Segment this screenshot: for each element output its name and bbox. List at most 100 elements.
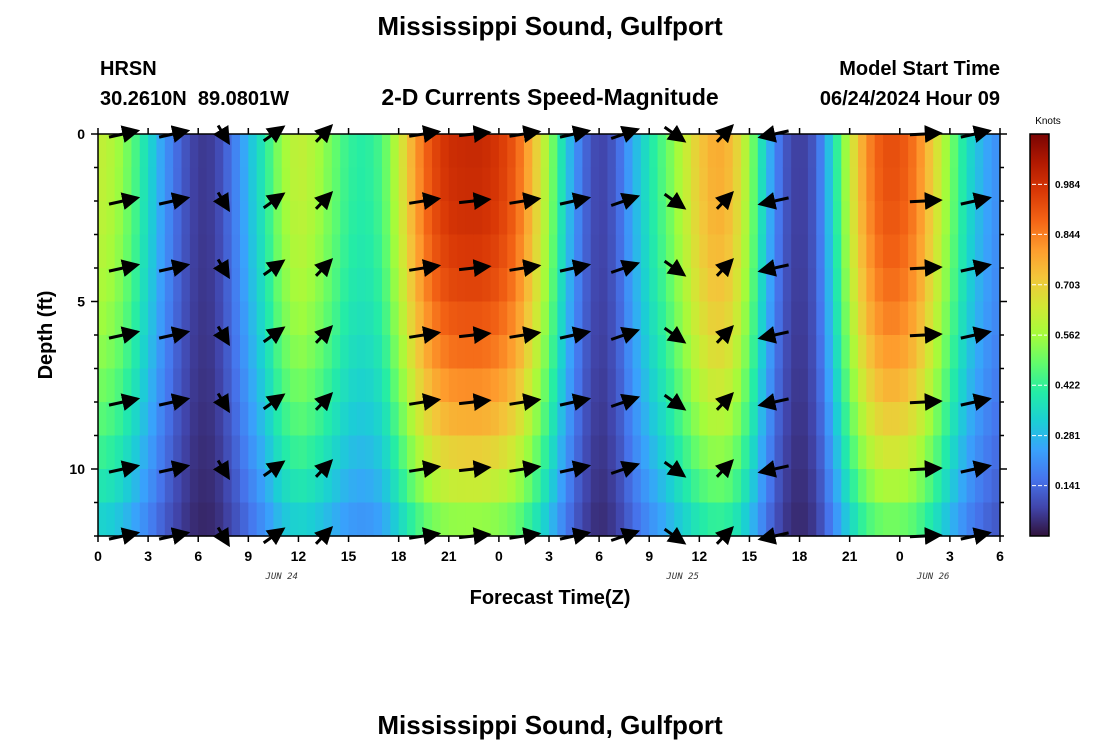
- heatmap-cell: [574, 234, 584, 269]
- heatmap-cell: [782, 469, 792, 504]
- heatmap-cell: [323, 234, 333, 269]
- heatmap-cell: [791, 167, 801, 202]
- current-arrow: [610, 393, 641, 411]
- heatmap-cell: [557, 134, 567, 169]
- heatmap-cell: [741, 435, 751, 470]
- heatmap-cell: [98, 435, 107, 470]
- heatmap-cell: [732, 368, 742, 403]
- heatmap-cell: [665, 234, 675, 269]
- heatmap-cell: [624, 502, 634, 537]
- heatmap-cell: [774, 335, 784, 370]
- heatmap-cell: [574, 435, 584, 470]
- heatmap-cell: [632, 335, 642, 370]
- heatmap-cell: [682, 201, 692, 236]
- heatmap-cell: [381, 167, 391, 202]
- x-tick-label: 0: [896, 548, 904, 564]
- heatmap-cell: [816, 234, 826, 269]
- heatmap-cell: [206, 301, 216, 336]
- heatmap-cell: [164, 201, 174, 236]
- heatmap-cell: [490, 502, 500, 537]
- current-arrow: [960, 393, 992, 411]
- heatmap-cell: [832, 234, 842, 269]
- heatmap-cell: [331, 234, 341, 269]
- heatmap-cell: [624, 167, 634, 202]
- heatmap-cell: [958, 368, 968, 403]
- heatmap-cell: [891, 234, 901, 269]
- heatmap-cell: [883, 201, 893, 236]
- heatmap-cell: [615, 134, 625, 169]
- heatmap-cell: [231, 435, 241, 470]
- heatmap-cell: [323, 268, 333, 303]
- heatmap-cell: [231, 268, 241, 303]
- heatmap-cell: [557, 201, 567, 236]
- heatmap-cell: [849, 134, 859, 169]
- heatmap-cell: [540, 268, 550, 303]
- heatmap-cell: [373, 502, 383, 537]
- heatmap-cell: [114, 268, 124, 303]
- heatmap-cell: [290, 201, 300, 236]
- heatmap-cell: [507, 469, 517, 504]
- heatmap-cell: [448, 469, 458, 504]
- heatmap-cell: [265, 268, 274, 303]
- heatmap-cell: [716, 134, 725, 169]
- heatmap-cell: [966, 368, 976, 403]
- heatmap-cell: [398, 167, 408, 202]
- heatmap-cell: [682, 134, 692, 169]
- heatmap-cell: [432, 268, 442, 303]
- heatmap-cell: [949, 167, 959, 202]
- heatmap-cell: [239, 167, 249, 202]
- heatmap-cell: [565, 469, 575, 504]
- heatmap-cell: [156, 234, 166, 269]
- x-tick-label: 0: [94, 548, 102, 564]
- heatmap-cell: [423, 335, 433, 370]
- heatmap-cell: [557, 469, 567, 504]
- heatmap-cell: [766, 167, 776, 202]
- heatmap-cell: [649, 402, 659, 437]
- heatmap-cell: [181, 134, 191, 169]
- heatmap-cell: [649, 368, 659, 403]
- heatmap-cell: [599, 167, 609, 202]
- heatmap-cell: [231, 335, 241, 370]
- current-arrow: [408, 192, 442, 210]
- heatmap-cell: [690, 402, 700, 437]
- heatmap-cell: [323, 435, 333, 470]
- heatmap-cell: [440, 167, 450, 202]
- heatmap-cell: [265, 167, 274, 202]
- heatmap-cell: [807, 502, 817, 537]
- heatmap-cell: [699, 368, 709, 403]
- heatmap-cell: [390, 234, 400, 269]
- heatmap-cell: [690, 368, 700, 403]
- heatmap-cell: [390, 469, 400, 504]
- heatmap-cell: [265, 335, 274, 370]
- heatmap-cell: [615, 301, 625, 336]
- heatmap-cell: [974, 268, 984, 303]
- heatmap-cell: [448, 435, 458, 470]
- heatmap-cell: [757, 435, 767, 470]
- heatmap-cell: [824, 167, 834, 202]
- heatmap-cell: [306, 201, 316, 236]
- heatmap-cell: [766, 368, 776, 403]
- heatmap-cell: [106, 402, 116, 437]
- heatmap-cell: [189, 335, 199, 370]
- heatmap-cell: [707, 234, 717, 269]
- heatmap-cell: [807, 469, 817, 504]
- heatmap-cell: [874, 167, 884, 202]
- heatmap-cell: [248, 167, 258, 202]
- heatmap-cell: [457, 402, 467, 437]
- heatmap-cell: [473, 335, 483, 370]
- heatmap-cell: [640, 167, 650, 202]
- current-arrow: [960, 326, 992, 344]
- heatmap-cell: [457, 134, 467, 169]
- heatmap-cell: [724, 335, 734, 370]
- heatmap-cell: [707, 502, 717, 537]
- heatmap-cell: [832, 469, 842, 504]
- heatmap-cell: [849, 469, 859, 504]
- heatmap-cell: [874, 368, 884, 403]
- heatmap-cell: [239, 268, 249, 303]
- heatmap-cell: [231, 368, 241, 403]
- heatmap-cell: [974, 502, 984, 537]
- heatmap-cell: [164, 368, 174, 403]
- heatmap-cell: [849, 335, 859, 370]
- heatmap-cell: [574, 502, 584, 537]
- heatmap-cell: [432, 502, 442, 537]
